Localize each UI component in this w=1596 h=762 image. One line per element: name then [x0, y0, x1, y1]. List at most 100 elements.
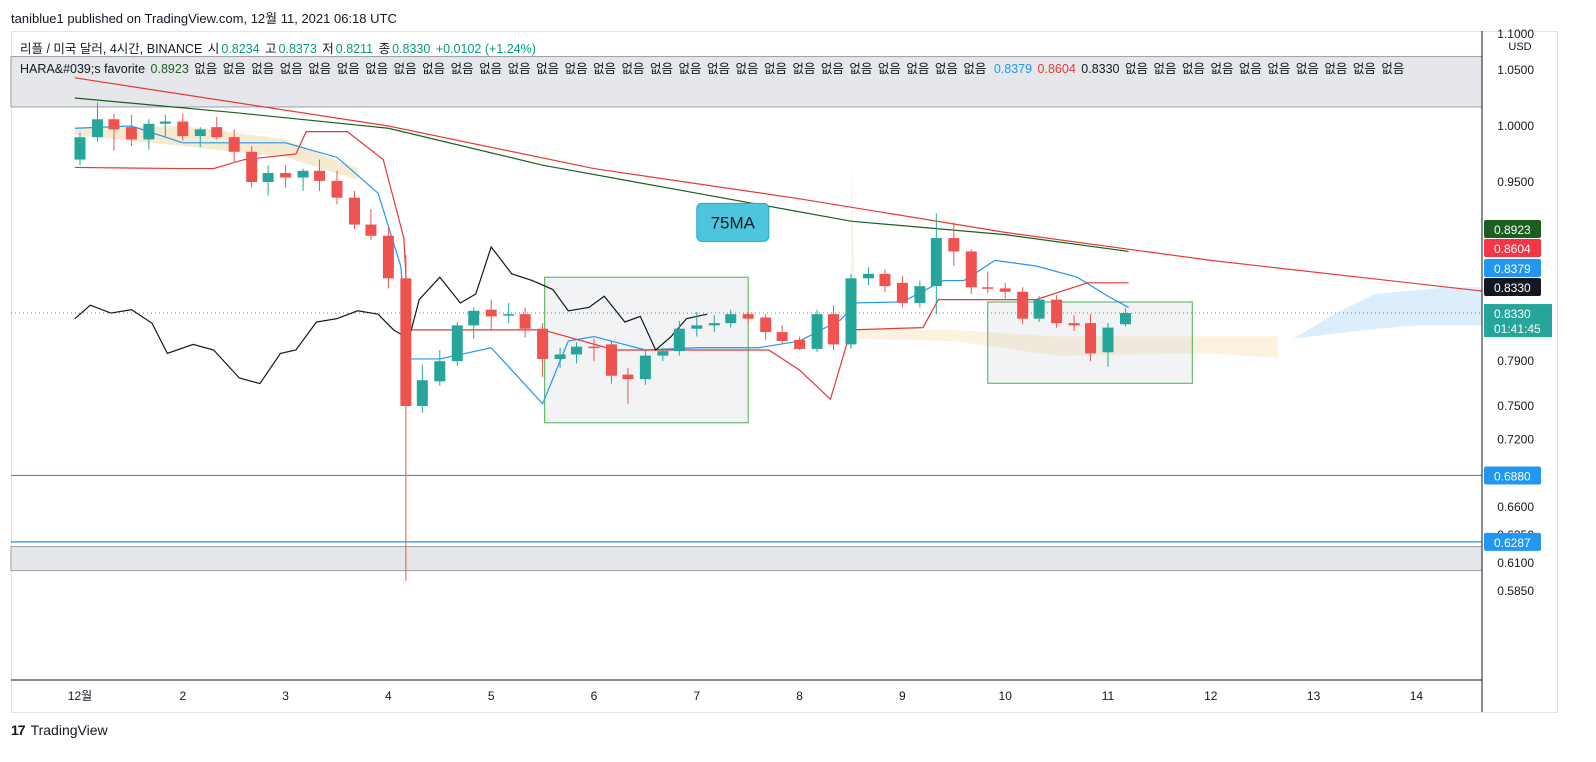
price-tag-label: 0.8604 [1494, 242, 1531, 256]
x-tick-label: 14 [1410, 689, 1424, 703]
indicator-values-b: 없음 없음 없음 없음 없음 없음 없음 없음 없음 없음 [1125, 62, 1406, 76]
indicator-value: 없음 [564, 62, 592, 76]
y-tick-label: 1.0000 [1497, 119, 1534, 133]
candle-body [365, 224, 377, 236]
candle-body [1051, 299, 1063, 324]
candle-body [485, 309, 497, 317]
indicator-value: 없음 [1267, 62, 1294, 76]
indicator-value: 없음 [479, 62, 506, 76]
price-tag [1484, 239, 1541, 257]
candle-body [1068, 323, 1080, 326]
indicator-value: 없음 [1324, 62, 1351, 76]
candle-body [571, 346, 583, 355]
legend-close: 0.8330 [392, 42, 431, 56]
indicator-value: 없음 [792, 62, 819, 76]
legend-low-label: 저 [322, 42, 334, 56]
candle-body [982, 287, 994, 289]
price-tag [1484, 259, 1541, 277]
indicator-val-blue: 0.8379 [993, 62, 1033, 76]
candle-body [228, 137, 240, 152]
x-tick-label: 3 [282, 689, 289, 703]
y-tick-label: 1.1000 [1497, 27, 1534, 41]
x-tick-label: 5 [488, 689, 495, 703]
indicator-value: 없음 [308, 62, 335, 76]
indicator-value: 없음 [450, 62, 478, 76]
legend-low: 0.8211 [335, 42, 374, 56]
indicator-value: 없음 [849, 62, 876, 76]
candle-body [1017, 291, 1029, 319]
legend-high: 0.8373 [278, 42, 317, 56]
indicator-values-a: 0.8923 없음 없음 없음 없음 없음 없음 없음 없음 없음 없음 없음 … [151, 62, 992, 76]
indicator-value: 없음 [222, 62, 250, 76]
candle-body [143, 123, 155, 140]
annotation-box [696, 202, 770, 242]
indicator-value: 없음 [251, 62, 278, 76]
candle-body [691, 325, 703, 329]
indicator-val-dark: 0.8330 [1081, 62, 1120, 76]
price-tag-label: 0.6287 [1494, 536, 1531, 550]
x-tick-label: 11 [1102, 689, 1115, 703]
candle-body [862, 273, 874, 279]
candle-body [828, 314, 840, 345]
x-tick-label: 13 [1307, 689, 1321, 703]
legend-close-label: 종 [378, 42, 391, 56]
y-tick-label: 0.6100 [1497, 556, 1534, 570]
candle-body [400, 278, 412, 406]
published-caption: taniblue1 published on TradingView.com, … [11, 11, 397, 26]
candle-body [177, 121, 189, 137]
indicator-value: 없음 [365, 62, 392, 76]
legend-indicator: HARA&#039;s favorite 0.8923 없음 없음 없음 없음 … [20, 58, 1408, 77]
x-tick-label: 10 [999, 689, 1013, 703]
candle-body [776, 332, 788, 342]
candle-body [588, 346, 600, 349]
indicator-value: 없음 [735, 62, 762, 76]
legend-high-label: 고 [265, 42, 277, 56]
candle-body [382, 235, 394, 279]
price-tag [1484, 278, 1541, 296]
candle-body [416, 380, 428, 406]
x-tick-label: 6 [591, 689, 598, 703]
indicator-line [74, 77, 1482, 292]
indicator-value: 없음 [593, 62, 620, 76]
y-tick-label: 0.6600 [1497, 500, 1534, 514]
footer-brand[interactable]: 17 TradingView [11, 722, 108, 738]
legend-open-label: 시 [207, 42, 220, 56]
price-tag-label: 0.8379 [1494, 262, 1531, 276]
indicator-value: 없음 [507, 62, 535, 76]
y-tick-label: 0.7200 [1497, 433, 1534, 447]
indicator-value: 없음 [1238, 62, 1266, 76]
candle-body [503, 314, 515, 316]
x-tick-label: 7 [693, 689, 700, 703]
indicator-value: 없음 [422, 62, 449, 76]
candle-body [605, 344, 617, 376]
y-tick-label: 0.7500 [1497, 399, 1534, 413]
y-tick-label: 1.0500 [1497, 63, 1534, 77]
candle-body [331, 180, 343, 198]
candle-body [91, 119, 103, 138]
indicator-value: 없음 [1352, 62, 1380, 76]
candle-body [537, 328, 549, 359]
x-tick-label: 2 [179, 689, 186, 703]
brand-name: TradingView [30, 722, 108, 738]
indicator-value: 없음 [336, 62, 364, 76]
candle-body [74, 137, 86, 160]
candle-body [1033, 299, 1045, 319]
indicator-value: 없음 [194, 62, 221, 76]
indicator-name[interactable]: HARA&#039;s favorite [20, 62, 146, 76]
price-tag [1484, 220, 1541, 238]
legend-symbol[interactable]: 리플 / 미국 달러, 4시간, BINANCE [20, 42, 203, 56]
indicator-value: 없음 [650, 62, 677, 76]
candle-body [519, 314, 531, 329]
candle-body [965, 251, 977, 288]
support-zone [10, 56, 1483, 108]
candle-body [468, 310, 480, 326]
candle-body [999, 288, 1011, 292]
x-tick-label: 12월 [68, 689, 92, 703]
ichimoku-cloud [851, 159, 1278, 358]
price-tag-label: 0.6880 [1494, 469, 1531, 483]
candle-body [108, 119, 120, 130]
candle-body [896, 282, 908, 303]
currency-label: USD [1508, 41, 1531, 53]
candle-body [434, 361, 446, 382]
